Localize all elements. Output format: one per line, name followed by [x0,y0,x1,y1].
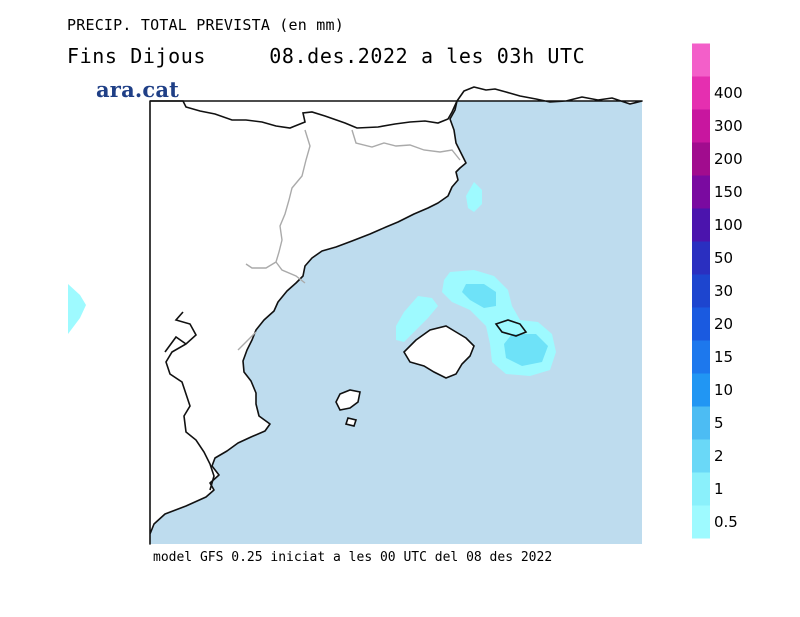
legend-label: 2 [714,447,724,465]
island-mallorca [402,325,475,379]
model-footer: model GFS 0.25 iniciat a les 00 UTC del … [153,550,553,565]
precip-area-0-5 [396,296,438,342]
regional-border [351,129,461,161]
land-mass [149,86,643,545]
legend-label: 1 [714,480,724,498]
legend-label: 400 [714,84,743,102]
legend-swatch [692,175,710,209]
legend-swatch [692,142,710,176]
legend-swatch [692,340,710,374]
legend-swatch [692,307,710,341]
legend-swatch [692,472,710,506]
legend-label: 5 [714,414,724,432]
precip-area-0-5 [466,182,482,212]
legend-label: 0.5 [714,513,738,531]
legend-swatch [692,76,710,110]
precip-area-0-5 [68,284,86,334]
legend-label: 300 [714,117,743,135]
legend-swatch [692,241,710,275]
coastline-detail-west [164,311,215,491]
legend-swatch [692,406,710,440]
precip-area-1 [504,334,548,366]
legend-swatch [692,109,710,143]
northern-coast [150,100,458,129]
legend-label: 30 [714,282,733,300]
island-menorca [494,319,528,337]
regional-border-west [237,129,311,351]
legend-swatch [692,274,710,308]
legend-label: 50 [714,249,733,267]
legend-label: 100 [714,216,743,234]
brand-logo: ara.cat [96,77,180,102]
map-title-valid-time: Fins Dijous 08.des.2022 a les 03h UTC [67,44,586,68]
island-ibiza [335,389,361,411]
legend-label: 150 [714,183,743,201]
legend-swatch [692,439,710,473]
map-title-variable: PRECIP. TOTAL PREVISTA (en mm) [67,16,344,34]
legend-swatch [692,505,710,539]
legend-swatch [692,373,710,407]
island-formentera [344,417,358,427]
legend-label: 200 [714,150,743,168]
legend-swatch [692,208,710,242]
legend-label: 15 [714,348,733,366]
legend-label: 10 [714,381,733,399]
legend-label: 20 [714,315,733,333]
precip-area-1 [462,284,496,308]
legend-swatch [692,43,710,77]
